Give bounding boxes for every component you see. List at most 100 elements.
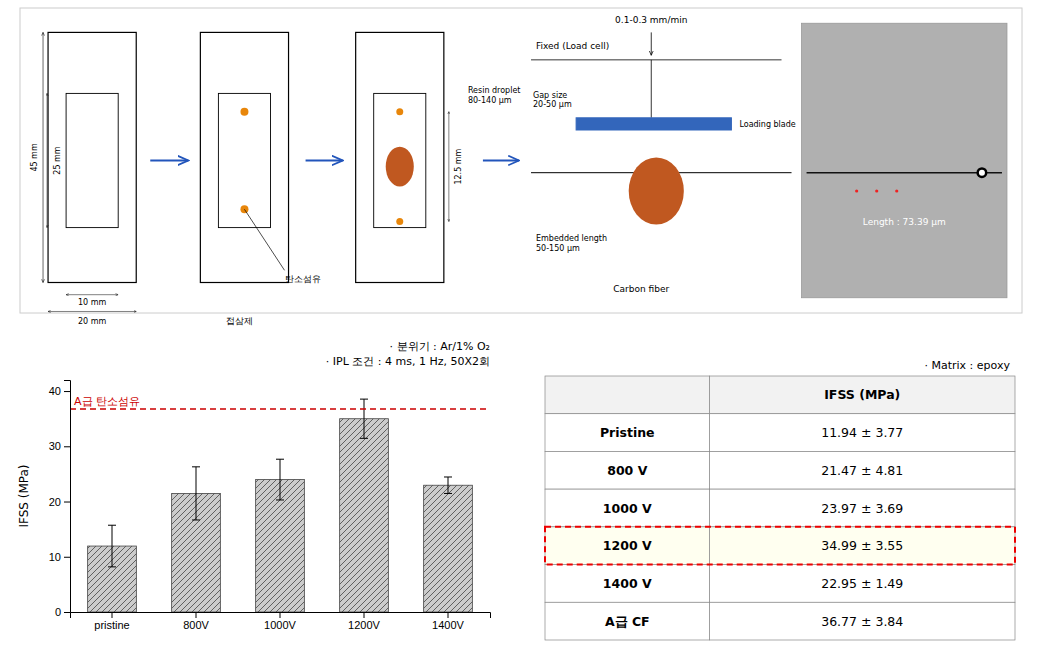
error-bar-cap <box>444 493 452 494</box>
table-cell <box>545 565 710 603</box>
annotation: · IPL 조건 : 4 ms, 1 Hz, 50X2회 <box>326 355 490 368</box>
tick: 30 <box>49 440 70 452</box>
diagram-label: 25 mm <box>53 146 62 175</box>
table-cell <box>710 602 1016 640</box>
error-bar <box>360 399 368 438</box>
fiber-section-core <box>979 170 985 176</box>
y-axis-title: IFSS (MPa) <box>17 464 31 527</box>
diagram-label: 10 mm <box>78 298 107 307</box>
axis-line <box>71 613 491 619</box>
tick-mark <box>64 446 70 447</box>
measure-dot <box>875 189 878 192</box>
bar-chart: pristine 800V 1000V 1200V 1400V 0 10 20 30 40 IFSS… <box>17 340 491 631</box>
dimension-line <box>48 311 136 312</box>
header-cell <box>710 376 1016 414</box>
cell-text: Pristine <box>600 425 655 440</box>
table-annotation: · Matrix : epoxy <box>925 359 1011 372</box>
table-cell <box>545 527 710 565</box>
table-cell <box>545 451 710 489</box>
error-bar-cap <box>444 476 452 477</box>
diagram-label: Loading blade <box>739 119 795 128</box>
dimension-line <box>448 112 449 222</box>
adhesive-dot <box>396 218 403 225</box>
tick-label: 0 <box>55 606 61 618</box>
process-arrow <box>483 160 519 162</box>
diagram-label: Resin droplet80-140 μm <box>468 86 521 105</box>
error-bar-cap <box>192 519 200 520</box>
tick-label: 800V <box>183 619 209 631</box>
process-arrow <box>306 160 343 162</box>
cell-text: 1000 V <box>603 501 652 516</box>
reference-label: A급 탄소섬유 <box>74 395 140 408</box>
fixture-line <box>531 59 782 60</box>
tick: 0 <box>55 606 70 618</box>
error-bar-cap <box>276 499 284 500</box>
specimen-outer <box>356 32 444 282</box>
tick: 40 <box>49 385 70 397</box>
cell-text: 22.95 ± 1.49 <box>821 576 903 591</box>
cell-text: 800 V <box>607 463 647 478</box>
table-cell <box>710 414 1016 452</box>
table-cell <box>545 602 710 640</box>
measure-dot <box>855 189 858 192</box>
tick-label: 1200V <box>348 619 380 631</box>
y-axis: 0 10 20 30 40 <box>49 381 71 619</box>
cell-text: 23.97 ± 3.69 <box>821 501 903 516</box>
table-cell <box>710 527 1016 565</box>
tick-label: 30 <box>49 440 61 452</box>
error-bar-cap <box>360 438 368 439</box>
x-axis: pristine 800V 1000V 1200V 1400V <box>71 612 491 631</box>
table-cell <box>710 565 1016 603</box>
resin-droplet <box>629 157 684 224</box>
diagram-label: Fixed (Load cell) <box>536 41 609 51</box>
bar <box>340 419 389 612</box>
leader-line <box>244 209 284 270</box>
specimen-outer <box>48 32 136 282</box>
tick-label: 1400V <box>432 619 464 631</box>
tick-label: 40 <box>49 385 61 397</box>
tick-mark <box>64 557 70 558</box>
error-bar <box>192 467 200 520</box>
tick: pristine <box>94 612 129 631</box>
header-cell <box>545 376 710 414</box>
table-cell <box>710 489 1016 527</box>
error-bar-stem <box>280 459 281 500</box>
fixture-line <box>651 60 652 118</box>
tick-mark <box>280 612 281 618</box>
tick-label: 1000V <box>264 619 296 631</box>
diagram-label: 0.1-0.3 mm/min <box>615 16 687 26</box>
process-arrow <box>150 160 188 162</box>
error-bar <box>444 477 452 493</box>
specimen-inner <box>374 93 426 227</box>
diagram-label: Carbon fiber <box>613 284 669 294</box>
diagram-label: Length : 73.39 μm <box>863 217 946 227</box>
panel-frame <box>20 8 1022 313</box>
diagram-label: Gap size20-50 μm <box>533 90 572 109</box>
reference-line <box>70 408 490 410</box>
cell-text: 11.94 ± 3.77 <box>821 425 903 440</box>
cell-text: 34.99 ± 3.55 <box>821 538 903 553</box>
measure-dot <box>895 189 898 192</box>
tick-mark <box>64 612 70 613</box>
diagram-label: 탄소섬유 <box>285 274 321 284</box>
tick: 10 <box>49 551 70 563</box>
plot-area <box>70 399 490 612</box>
adhesive-dot <box>240 108 248 116</box>
tick-label: 10 <box>49 551 61 563</box>
error-bar-cap <box>108 525 116 526</box>
error-bar <box>108 525 116 567</box>
error-bar-cap <box>108 566 116 567</box>
axis-line <box>64 381 71 613</box>
header-text: IFSS (MPa) <box>824 387 900 402</box>
annotation: · 분위기 : Ar/1% O₂ <box>390 340 490 353</box>
error-bar-cap <box>192 466 200 467</box>
tick: 20 <box>49 496 70 508</box>
diagram-label: 45 mm <box>30 143 39 172</box>
tick-mark <box>364 612 365 618</box>
cell-text: A급 CF <box>605 614 650 629</box>
cell-text: 21.47 ± 4.81 <box>821 463 903 478</box>
table-cell <box>545 414 710 452</box>
error-bar-stem <box>196 467 197 520</box>
diagram-label: 접삼제 <box>226 316 253 326</box>
error-bar-stem <box>364 399 365 438</box>
